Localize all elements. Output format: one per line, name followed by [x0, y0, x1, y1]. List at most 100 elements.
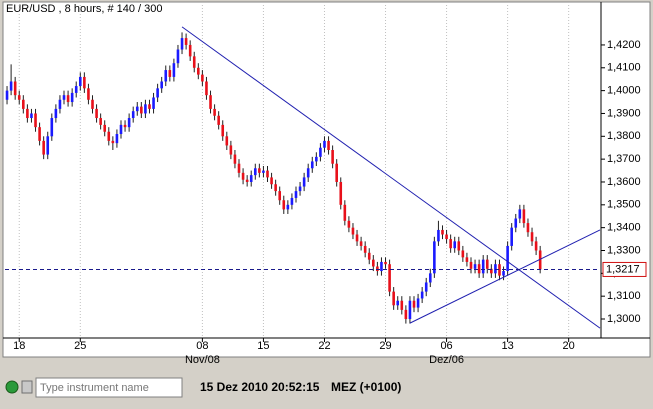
candle-body — [213, 108, 216, 116]
candle-body — [339, 181, 343, 205]
candle-body — [380, 261, 383, 272]
instrument-input-placeholder: Type instrument name — [40, 382, 149, 394]
candle-body — [103, 124, 107, 132]
candle-body — [209, 95, 212, 109]
candle-body — [376, 266, 379, 272]
candle-body — [258, 168, 261, 173]
candle-body — [372, 259, 375, 267]
candle-body — [119, 124, 123, 135]
candle-body — [502, 271, 505, 276]
candle-body — [83, 76, 86, 89]
candle-body — [156, 88, 159, 98]
candle-body — [74, 86, 78, 93]
candle-body — [538, 250, 542, 270]
candle-body — [286, 204, 290, 210]
candle-body — [351, 227, 355, 235]
candle-body — [522, 209, 526, 224]
candle-body — [99, 118, 102, 125]
candle-body — [188, 44, 192, 57]
candle-body — [441, 229, 444, 235]
candle-body — [530, 232, 534, 242]
candle-body — [217, 115, 220, 125]
candle-body — [506, 245, 509, 272]
candle-body — [172, 63, 176, 77]
candle-body — [359, 241, 363, 246]
y-tick-label: 1,3700 — [607, 153, 641, 165]
candle-body — [355, 234, 359, 242]
candle-body — [294, 191, 298, 198]
x-tick-label: 08 — [196, 340, 208, 352]
candle-body — [140, 106, 143, 114]
candle-body — [343, 204, 347, 221]
x-sublabel: Dez/06 — [429, 354, 464, 366]
candle-body — [327, 140, 330, 151]
candle-body — [437, 229, 440, 242]
candle-body — [144, 104, 147, 114]
candle-body — [481, 259, 485, 274]
candle-body — [461, 250, 465, 258]
candle-body — [50, 118, 54, 137]
candle-body — [424, 282, 428, 292]
instrument-input[interactable] — [35, 377, 183, 398]
plot: 18 25 08 15 22 29 06 13 20 Nov/08 Dez/06 1,3000 1,31… — [5, 2, 647, 366]
candle-body — [229, 145, 233, 155]
candle-body — [319, 147, 322, 157]
y-tick-label: 1,3100 — [607, 290, 641, 302]
candle-body — [9, 81, 13, 91]
y-tick-label: 1,4100 — [607, 62, 641, 74]
candle-body — [225, 136, 229, 146]
candle-body — [453, 241, 457, 249]
candle-body — [445, 234, 448, 240]
candle-body — [270, 177, 273, 185]
candle-body — [62, 95, 66, 100]
candle-body — [388, 264, 391, 292]
candle-body — [5, 90, 9, 100]
candle-body — [26, 108, 29, 119]
candle-body — [160, 81, 163, 89]
candle-body — [164, 70, 168, 82]
candle-body — [148, 104, 151, 109]
y-tick-label: 1,4200 — [607, 39, 641, 51]
candle-body — [310, 161, 314, 169]
trendline — [181, 26, 601, 329]
candle-body — [233, 154, 237, 164]
candle-body — [78, 76, 82, 87]
candle-body — [323, 140, 326, 148]
candle-body — [477, 264, 481, 274]
x-tick-label: 20 — [563, 340, 575, 352]
candle-body — [22, 99, 25, 109]
candle-body — [184, 38, 188, 45]
candle-body — [180, 38, 184, 50]
candle-body — [534, 241, 538, 251]
last-price-label: 1,3217 — [606, 263, 640, 275]
candle-body — [123, 124, 127, 128]
chart-title: EUR/USD , 8 hours, # 140 / 300 — [6, 3, 163, 15]
candle-body — [498, 264, 501, 276]
candle-body — [408, 300, 412, 320]
candle-body — [400, 300, 404, 310]
candle-body — [197, 67, 200, 75]
candle-body — [70, 92, 74, 103]
candle-body — [514, 218, 518, 228]
x-tick-label: 25 — [74, 340, 86, 352]
x-tick-label: 13 — [501, 340, 513, 352]
y-tick-label: 1,3500 — [607, 199, 641, 211]
candle-body — [457, 241, 461, 251]
candle-body — [111, 140, 115, 144]
candle-body — [306, 168, 310, 178]
candle-body — [363, 245, 367, 253]
candle-body — [221, 124, 225, 137]
menu-icon[interactable] — [21, 380, 33, 394]
candle-body — [192, 56, 196, 68]
candle-body — [245, 179, 249, 182]
candle-body — [131, 111, 135, 119]
candle-body — [253, 168, 257, 176]
connection-icon[interactable] — [5, 380, 19, 394]
candle-body — [127, 118, 131, 128]
x-tick-label: 18 — [13, 340, 25, 352]
candle-body — [526, 223, 530, 233]
candle-body — [473, 264, 477, 269]
x-tick-label: 06 — [440, 340, 452, 352]
candle-body — [412, 300, 416, 308]
last-price-box — [602, 261, 647, 277]
